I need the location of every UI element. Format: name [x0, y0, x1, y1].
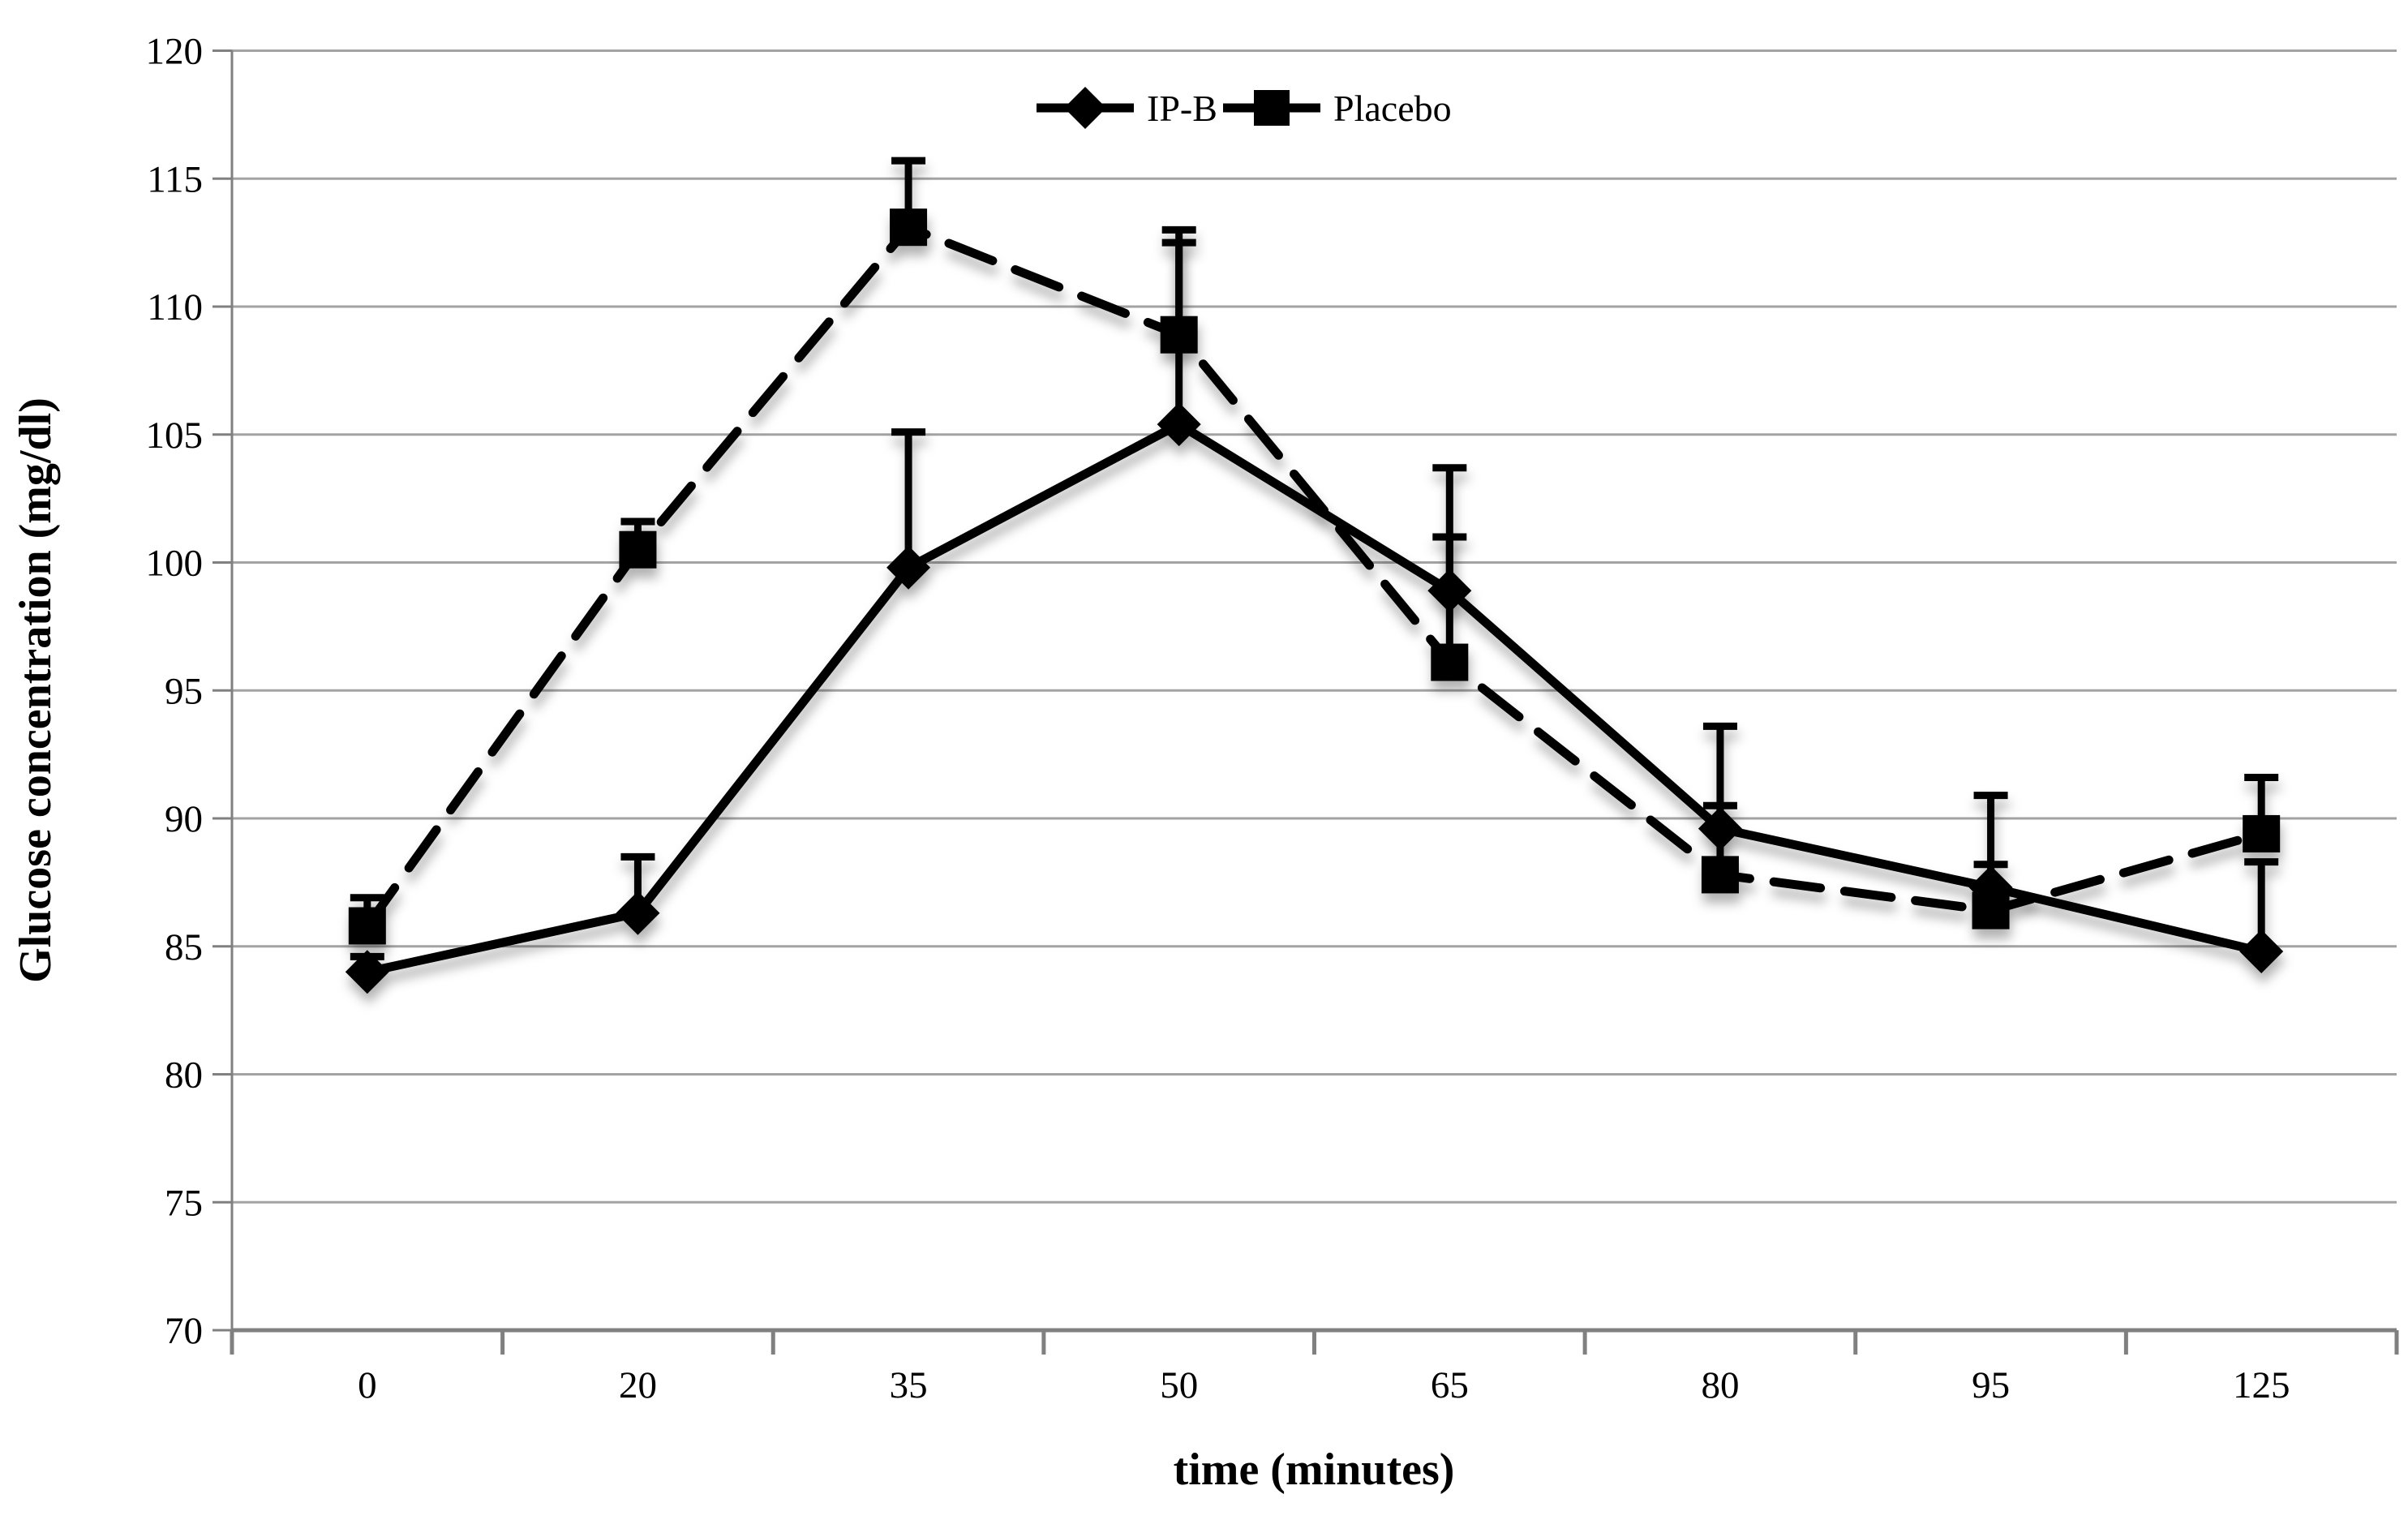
marker-diamond	[1968, 865, 2013, 910]
x-tick-label: 50	[1160, 1364, 1198, 1406]
y-tick-label: 100	[146, 543, 204, 585]
x-axis-title: time (minutes)	[1174, 1445, 1455, 1495]
x-tick-label: 0	[358, 1364, 377, 1406]
y-tick-label: 105	[146, 414, 204, 457]
data-series	[345, 157, 2284, 994]
legend-label-ipb: IP-B	[1147, 88, 1217, 129]
series-line-solid	[363, 419, 2266, 977]
marker-square	[348, 907, 386, 945]
y-tick-label: 115	[147, 158, 203, 200]
x-tick-labels: 0 20 35 50 65 80 95 125	[358, 1364, 2290, 1406]
series-ip-b	[345, 238, 2284, 994]
marker-diamond	[345, 950, 389, 994]
x-tick-label: 95	[1972, 1364, 2010, 1406]
marker-diamond	[616, 891, 660, 935]
y-tick-label: 120	[146, 31, 204, 73]
x-tick-label: 35	[890, 1364, 928, 1406]
marker-square	[890, 208, 928, 247]
y-tick-label: 110	[147, 286, 203, 328]
y-tick-label: 90	[165, 798, 203, 840]
gridlines	[232, 49, 2397, 1204]
marker-square	[1701, 856, 1739, 894]
x-tick-label: 65	[1431, 1364, 1469, 1406]
marker-diamond	[2239, 930, 2284, 974]
y-tick-label: 85	[165, 926, 203, 968]
x-tick-label: 125	[2233, 1364, 2290, 1406]
y-tick-labels: 70 75 80 85 90 95 100 105 110 115 120	[146, 31, 204, 1353]
y-axis-title: Glucose concentration (mg/dl)	[11, 397, 61, 983]
marker-diamond	[1427, 569, 1472, 613]
x-tick-label: 80	[1701, 1364, 1739, 1406]
y-tick-label: 75	[165, 1182, 203, 1224]
y-tick-label: 80	[165, 1054, 203, 1097]
series-line-dashed	[363, 222, 2266, 931]
marker-square	[619, 530, 657, 569]
axes	[212, 49, 2399, 1355]
x-tick-label: 20	[619, 1364, 657, 1406]
marker-diamond	[1157, 402, 1201, 447]
marker-diamond	[1698, 806, 1742, 851]
square-icon	[1254, 90, 1290, 126]
y-tick-label: 70	[165, 1310, 203, 1352]
legend-label-placebo: Placebo	[1333, 88, 1452, 129]
legend-item-placebo: Placebo	[1223, 88, 1452, 129]
diamond-icon	[1064, 87, 1106, 129]
marker-square	[2243, 814, 2281, 852]
marker-diamond	[886, 545, 931, 590]
legend: IP-B Placebo	[1037, 87, 1452, 129]
marker-square	[1431, 643, 1469, 681]
legend-item-ipb: IP-B	[1037, 87, 1217, 129]
y-tick-label: 95	[165, 670, 203, 712]
